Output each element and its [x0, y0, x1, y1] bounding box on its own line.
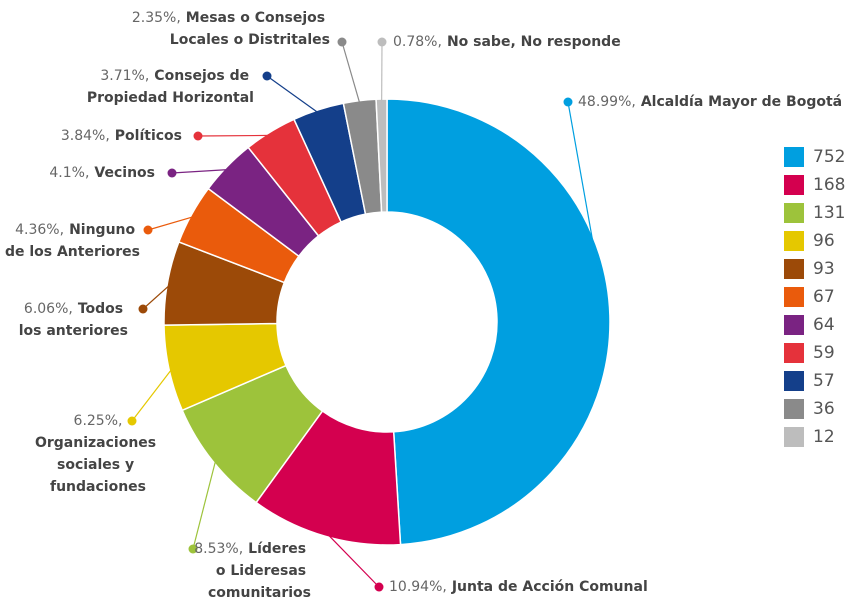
category-label: Vecinos — [94, 165, 155, 181]
slice — [375, 98, 388, 213]
leader-line — [325, 531, 380, 588]
leader-line — [567, 101, 607, 316]
percent-label: 48.99%, — [578, 94, 636, 110]
legend-label: 752 — [813, 147, 845, 167]
category-label: Mesas o Consejos Locales o Distritales — [170, 10, 330, 48]
leader-line — [142, 283, 172, 310]
category-label: Políticos — [115, 128, 182, 144]
label-dot — [143, 225, 153, 235]
category-label: Todos los anteriores — [19, 301, 128, 339]
label-dot — [377, 37, 387, 47]
legend-swatch — [784, 315, 804, 335]
label-dot — [193, 131, 203, 141]
legend-label: 67 — [813, 287, 835, 307]
legend-swatch — [784, 343, 804, 363]
label-dot — [188, 544, 198, 554]
leader-line — [197, 134, 273, 137]
label-dot — [262, 71, 272, 81]
category-label: Líderes o Lideresas comunitarios — [208, 541, 311, 601]
legend-swatch — [784, 175, 804, 195]
legend-swatch — [784, 371, 804, 391]
legend-label: 64 — [813, 315, 835, 335]
legend-swatch — [784, 399, 804, 419]
leader-line — [266, 75, 320, 115]
legend-label: 93 — [813, 259, 835, 279]
category-label: Ninguno de los Anteriores — [5, 222, 140, 260]
percent-label: 6.06%, — [24, 301, 73, 317]
percent-label: 4.1%, — [49, 165, 89, 181]
percent-label: 6.25%, — [74, 413, 123, 429]
legend-swatch — [784, 427, 804, 447]
slice — [386, 98, 611, 546]
label-dot — [138, 304, 148, 314]
percent-label: 0.78%, — [393, 34, 442, 50]
legend-label: 59 — [813, 343, 835, 363]
legend-label: 36 — [813, 399, 835, 419]
leader-line — [171, 168, 230, 174]
legend-swatch — [784, 203, 804, 223]
leader-line — [192, 458, 217, 550]
legend-label: 57 — [813, 371, 835, 391]
percent-label: 3.71%, — [100, 68, 149, 84]
leader-line — [131, 367, 174, 422]
legend-swatch — [784, 287, 804, 307]
legend-swatch — [784, 259, 804, 279]
legend-label: 168 — [813, 175, 845, 195]
legend-swatch — [784, 231, 804, 251]
category-label: Consejos de Propiedad Horizontal — [87, 68, 254, 106]
percent-label: 3.84%, — [61, 128, 110, 144]
leader-line — [147, 215, 196, 231]
label-dot — [563, 97, 573, 107]
label-dot — [337, 37, 347, 47]
legend-label: 131 — [813, 203, 845, 223]
label-dot — [167, 168, 177, 178]
percent-label: 4.36%, — [15, 222, 64, 238]
legend-label: 12 — [813, 427, 835, 447]
label-dot — [374, 582, 384, 592]
legend-swatch — [784, 147, 804, 167]
label-dot — [127, 416, 137, 426]
percent-label: 10.94%, — [389, 579, 447, 595]
category-label: Alcaldía Mayor de Bogotá — [641, 94, 842, 110]
category-label: No sabe, No responde — [447, 34, 621, 50]
category-label: Organizaciones sociales y fundaciones — [35, 435, 161, 495]
legend-label: 96 — [813, 231, 835, 251]
leader-line — [341, 41, 361, 105]
percent-label: 2.35%, — [132, 10, 181, 26]
category-label: Junta de Acción Comunal — [451, 579, 648, 595]
percent-label: 8.53%, — [194, 541, 243, 557]
